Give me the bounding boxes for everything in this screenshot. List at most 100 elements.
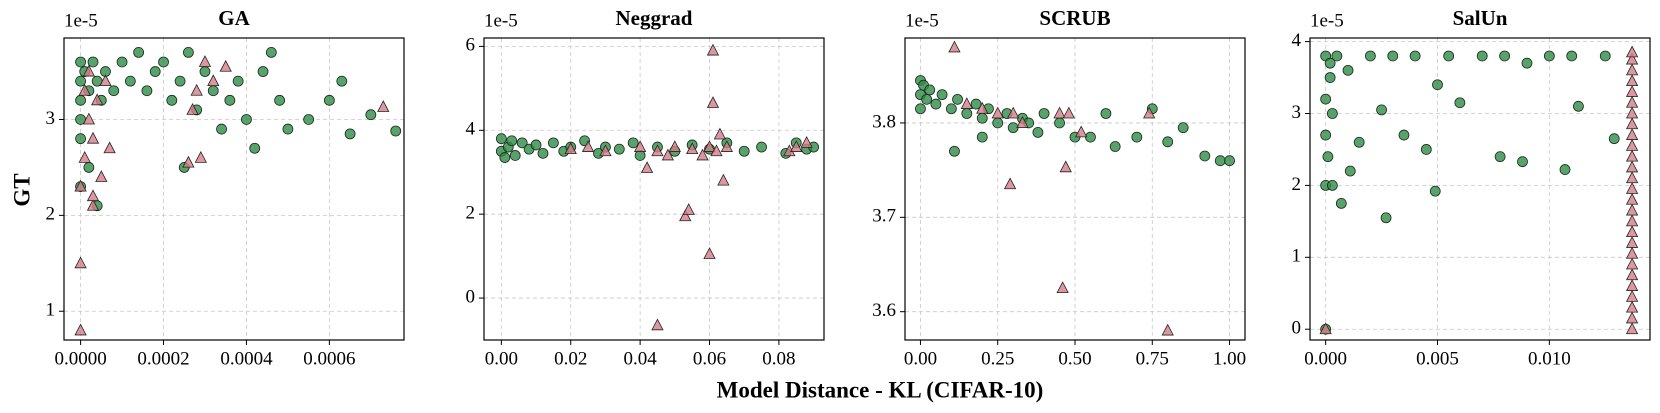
point: [1322, 151, 1334, 163]
chart-title: SalUn: [1453, 6, 1508, 30]
point: [1625, 214, 1639, 227]
offset-text: 1e-5: [1310, 10, 1344, 31]
point: [1517, 156, 1528, 168]
point: [1100, 108, 1112, 119]
point: [232, 75, 244, 87]
point: [1625, 203, 1639, 216]
point: [509, 150, 521, 161]
point: [1143, 106, 1156, 119]
point: [390, 125, 402, 137]
x-tick-label: 0.75: [1136, 348, 1169, 369]
point: [921, 93, 933, 105]
point: [717, 173, 730, 186]
point: [182, 46, 194, 58]
x-tick-label: 0.0000: [54, 348, 106, 369]
point: [198, 55, 212, 67]
point: [547, 137, 559, 149]
point: [961, 108, 973, 119]
point: [182, 155, 195, 168]
x-tick-label: 0.25: [981, 348, 1014, 369]
point: [149, 66, 161, 77]
point: [1353, 136, 1365, 148]
point: [282, 123, 294, 135]
point: [190, 83, 203, 96]
y-tick-label: 3.8: [872, 111, 896, 132]
point: [1625, 52, 1639, 65]
point: [1016, 116, 1029, 128]
point: [706, 96, 720, 108]
point: [1214, 155, 1226, 167]
point: [95, 170, 108, 182]
y-tick-label: 1: [46, 300, 56, 321]
point: [1625, 63, 1639, 76]
y-tick-label: 0: [466, 286, 476, 307]
point: [75, 75, 86, 87]
point: [1324, 72, 1336, 83]
point: [1521, 57, 1533, 69]
point: [133, 46, 145, 58]
point: [1625, 257, 1639, 270]
point: [199, 66, 211, 77]
point: [948, 40, 961, 53]
point: [516, 137, 528, 149]
point: [216, 123, 227, 135]
x-tick-label: 1.00: [1213, 348, 1246, 369]
point: [640, 161, 654, 173]
point: [158, 56, 169, 68]
point: [82, 112, 96, 125]
y-tick-label: 2: [1292, 174, 1302, 195]
point: [1443, 50, 1455, 62]
point: [103, 141, 116, 154]
point: [1199, 150, 1211, 162]
chart-title: SCRUB: [1039, 6, 1110, 30]
point: [537, 147, 549, 159]
plot-frame: [904, 37, 1246, 341]
point: [706, 43, 720, 56]
point: [696, 148, 709, 161]
point: [1319, 322, 1332, 335]
point: [108, 85, 120, 97]
x-tick-label: 0.50: [1058, 348, 1091, 369]
point: [74, 323, 87, 336]
point: [1432, 79, 1443, 91]
point: [1625, 322, 1639, 335]
point: [1625, 225, 1639, 238]
point: [1625, 182, 1639, 194]
chart-title: GA: [218, 6, 250, 30]
point: [249, 142, 261, 154]
point: [87, 56, 99, 68]
point: [952, 93, 963, 105]
x-tick-label: 0.08: [762, 348, 795, 369]
point: [1625, 95, 1639, 108]
point: [1573, 100, 1584, 112]
point: [1320, 129, 1332, 141]
point: [1161, 323, 1174, 336]
point: [1131, 131, 1143, 143]
point: [74, 179, 87, 192]
point: [166, 94, 178, 106]
point: [1625, 192, 1639, 205]
point: [1625, 268, 1639, 281]
point: [1625, 138, 1639, 151]
point: [323, 94, 335, 106]
x-tick-label: 0.06: [693, 348, 726, 369]
point: [1409, 50, 1421, 62]
x-tick-label: 0.00: [904, 348, 937, 369]
point: [1625, 236, 1639, 248]
point: [713, 127, 727, 140]
y-tick-label: 1: [1292, 246, 1302, 267]
point: [924, 84, 936, 96]
point: [627, 137, 639, 149]
plot-frame: [1309, 37, 1651, 341]
point: [1625, 128, 1639, 140]
point: [1324, 57, 1336, 69]
point: [720, 140, 734, 152]
point: [686, 142, 699, 155]
point: [1177, 122, 1189, 134]
point: [949, 145, 960, 157]
point: [224, 94, 236, 106]
point: [365, 109, 377, 121]
plot-frame: [483, 37, 825, 341]
y-tick-label: 3: [1292, 102, 1302, 123]
